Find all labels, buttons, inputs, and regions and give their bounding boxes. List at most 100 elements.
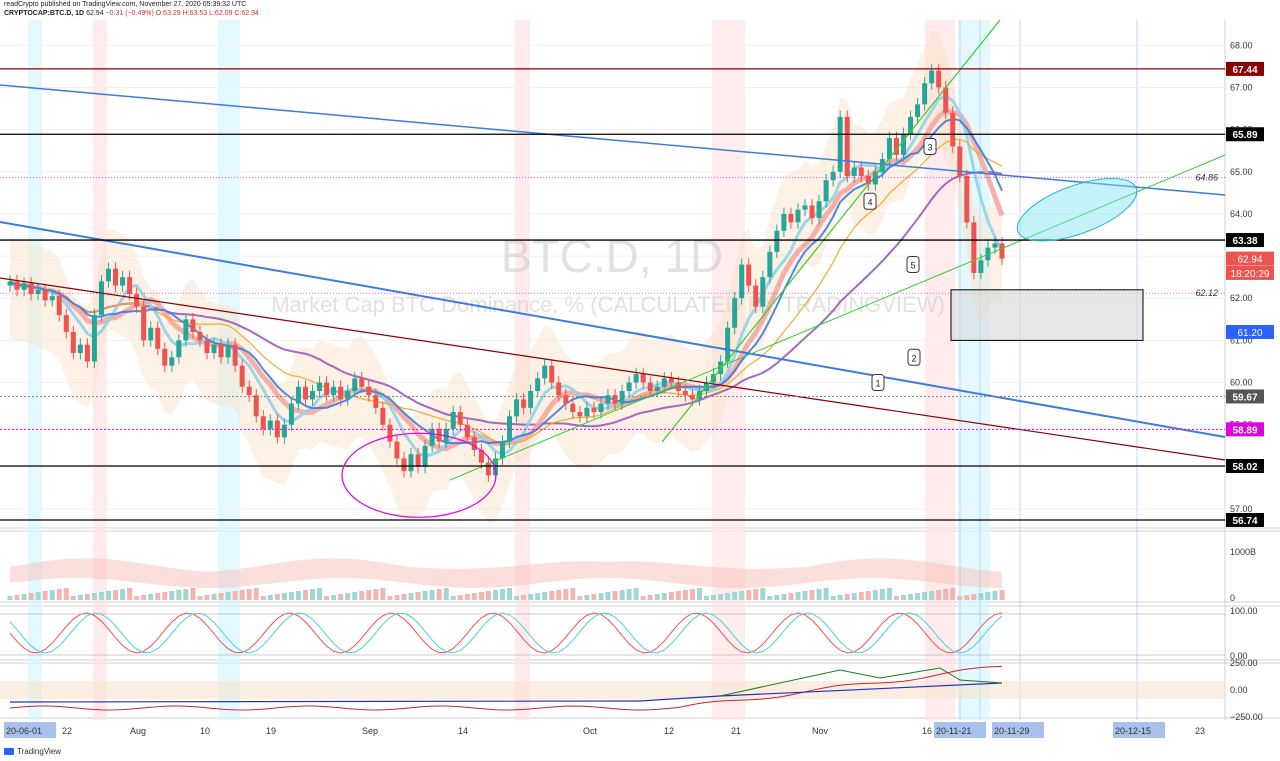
volume-bar — [127, 588, 133, 600]
volume-bar — [999, 590, 1005, 600]
price-badge-label: 61.20 — [1237, 328, 1262, 339]
candle — [879, 159, 885, 172]
price-badge-label: 18:20:29 — [1231, 269, 1270, 280]
volume-bar — [35, 592, 41, 600]
candle — [514, 399, 520, 417]
wave-label-text: 3 — [927, 142, 932, 152]
wave-label-4: 4 — [863, 192, 877, 210]
momentum-blue — [9, 682, 1003, 703]
watermark-subtitle: Market Cap BTC Dominance, % (CALCULATED … — [271, 292, 945, 317]
candle — [971, 222, 977, 273]
candle — [232, 344, 238, 366]
volume-bar — [675, 591, 681, 600]
btc-dominance-chart[interactable]: 68.0067.0066.0065.0064.0063.0062.0061.00… — [0, 0, 1280, 744]
volume-bar — [978, 593, 984, 600]
candle — [366, 386, 372, 396]
candle — [732, 298, 738, 328]
volume-bar — [781, 594, 787, 600]
volume-bar — [28, 593, 34, 600]
candle — [148, 327, 154, 341]
candle — [394, 441, 400, 459]
volume-bar — [816, 589, 822, 600]
volume-bar — [42, 591, 48, 600]
level-badge: 58.02 — [1226, 459, 1264, 474]
candle — [260, 416, 266, 429]
volume-bar — [950, 588, 956, 600]
time-axis-label: 20-12-15 — [1113, 722, 1165, 738]
candle — [535, 378, 541, 391]
chart-header: readCrypto published on TradingView.com,… — [0, 0, 1280, 20]
volume-bar — [176, 590, 182, 600]
candle — [978, 260, 984, 273]
candle — [183, 319, 189, 341]
volume-bar — [767, 596, 773, 600]
candle — [929, 70, 935, 84]
candle — [302, 386, 308, 400]
descending-trendline-upper — [0, 84, 1226, 196]
level-badge: 59.67 — [1226, 389, 1264, 404]
candle — [753, 285, 759, 307]
price-badge: 61.20 — [1226, 324, 1274, 339]
volume-bar — [317, 588, 323, 600]
volume-bar — [605, 592, 611, 600]
volume-bar — [366, 590, 372, 600]
volume-bar — [732, 592, 738, 600]
candle — [999, 243, 1005, 259]
candle — [56, 296, 62, 316]
candle — [218, 344, 224, 358]
candle — [781, 213, 787, 231]
volume-bar — [429, 590, 435, 600]
candle — [605, 395, 611, 404]
candle — [809, 205, 815, 219]
candle — [155, 327, 161, 349]
candle — [429, 428, 435, 446]
candle — [35, 289, 41, 295]
candle — [788, 213, 794, 223]
volume-bar — [640, 596, 646, 600]
volume-bar — [619, 590, 625, 600]
volume-bar — [654, 594, 660, 600]
volume-bar — [971, 594, 977, 600]
candle — [14, 281, 20, 290]
volume-bar — [56, 589, 62, 600]
volume-bar — [922, 592, 928, 600]
volume-bar — [830, 596, 836, 600]
volume-bar — [422, 591, 428, 600]
price-tick-label: 64.00 — [1230, 209, 1253, 219]
candle — [640, 374, 646, 383]
descending-trendline-lower — [0, 221, 1226, 438]
steep-trendline — [661, 19, 1001, 443]
ribbon-red — [8, 108, 1005, 452]
time-axis-label: 23 — [1195, 726, 1205, 736]
candle — [570, 403, 576, 413]
candle — [204, 340, 210, 354]
candle — [190, 319, 196, 332]
candle — [563, 395, 569, 404]
ascending-trendline — [449, 154, 1226, 481]
candle — [352, 378, 358, 391]
oscillator-tick-label: 100.00 — [1230, 606, 1258, 616]
momentum-tick-label: 0.00 — [1230, 685, 1248, 695]
candle — [542, 365, 548, 379]
level-badge: 67.44 — [1226, 61, 1264, 76]
candle — [478, 450, 484, 463]
highlight-band — [93, 20, 107, 720]
volume-tick-label: 0 — [1230, 593, 1235, 603]
volume-bar — [239, 590, 245, 600]
volume-bar — [21, 594, 27, 600]
candle — [197, 331, 203, 341]
volume-bar — [225, 592, 231, 600]
candle — [549, 365, 555, 383]
volume-bar — [345, 593, 351, 600]
volume-bar — [542, 592, 548, 600]
volume-bar — [823, 588, 829, 600]
candle — [915, 104, 921, 117]
line-value-label: 62.12 — [1195, 288, 1218, 298]
volume-bar — [91, 593, 97, 600]
candle — [98, 281, 104, 316]
price-tick-label: 61.00 — [1230, 335, 1253, 345]
wave-label-text: 1 — [875, 379, 880, 389]
price-badge: 18:20:29 — [1226, 265, 1274, 280]
time-axis-text: Nov — [812, 726, 829, 736]
candle — [471, 437, 477, 451]
